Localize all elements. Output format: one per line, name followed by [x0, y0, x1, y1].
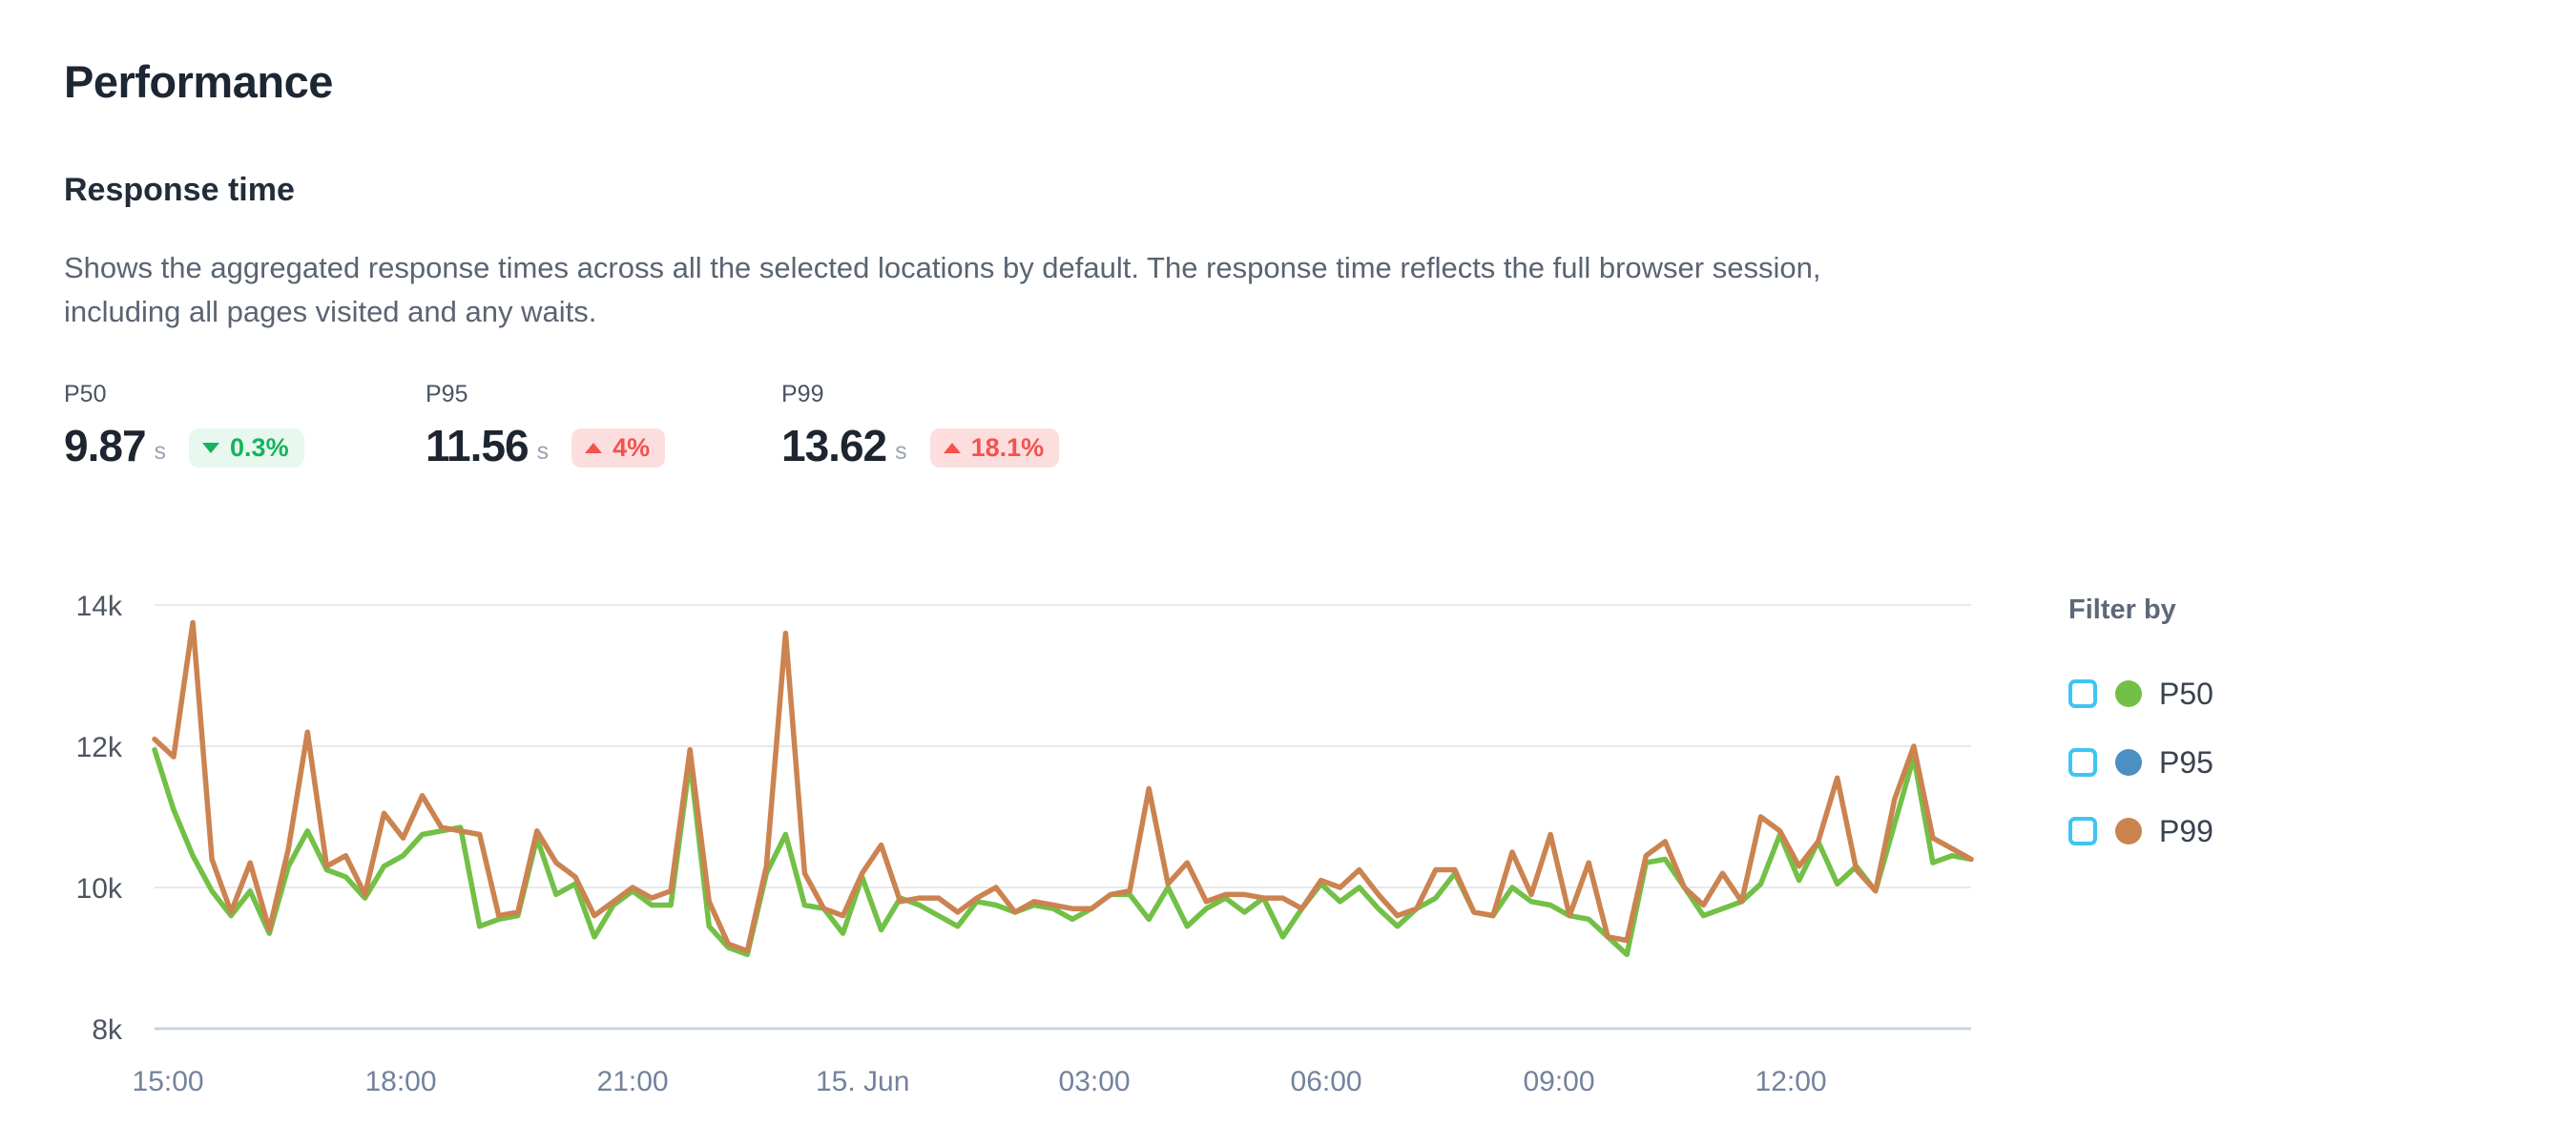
x-tick-label: 15. Jun — [816, 1066, 909, 1097]
series-color-dot-p99 — [2115, 818, 2142, 845]
stat-card-p50: P50 9.87 s 0.3% — [64, 382, 304, 468]
x-tick-label: 09:00 — [1523, 1066, 1594, 1097]
series-line-p50 — [152, 746, 1974, 958]
stat-value: 13.62 — [781, 421, 887, 470]
filter-rows: P50 P95 P99 — [2068, 677, 2469, 848]
section-title-response-time: Response time — [64, 172, 295, 208]
stat-label: P95 — [426, 381, 468, 407]
checkbox-p99[interactable] — [2068, 817, 2097, 845]
y-tick-label: 14k — [76, 591, 123, 622]
trend-badge-text: 0.3% — [230, 432, 289, 462]
filter-label: P99 — [2159, 813, 2213, 848]
x-tick-label: 06:00 — [1291, 1066, 1362, 1097]
checkbox-p95[interactable] — [2068, 748, 2097, 777]
section-description: Shows the aggregated response times acro… — [64, 246, 1820, 334]
trend-badge-text: 4% — [613, 432, 651, 462]
x-tick-label: 15:00 — [133, 1066, 204, 1097]
series-color-dot-p95 — [2115, 749, 2142, 776]
stat-label: P50 — [64, 381, 107, 407]
y-tick-label: 12k — [76, 732, 123, 763]
filter-row-p50[interactable]: P50 — [2068, 677, 2469, 711]
filter-by-heading: Filter by — [2068, 594, 2176, 625]
series-color-dot-p50 — [2115, 680, 2142, 707]
series-line-p99 — [152, 619, 1974, 954]
trend-badge: 4% — [571, 428, 666, 468]
trend-up-icon — [585, 442, 603, 453]
checkbox-p50[interactable] — [2068, 679, 2097, 708]
filter-by-panel: Filter by P50 P95 P99 — [2068, 594, 2469, 848]
trend-badge: 0.3% — [189, 428, 304, 468]
y-tick-label: 10k — [76, 873, 123, 905]
filter-row-p99[interactable]: P99 — [2068, 814, 2469, 848]
percentile-stats: P50 9.87 s 0.3% P95 11.56 s 4% P99 13.62… — [64, 382, 1304, 487]
trend-badge: 18.1% — [929, 428, 1060, 468]
stat-card-p99: P99 13.62 s 18.1% — [781, 381, 1060, 470]
section-description-line2: including all pages visited and any wait… — [64, 295, 597, 328]
stat-value: 9.87 — [64, 421, 147, 470]
x-tick-label: 21:00 — [597, 1066, 669, 1097]
trend-badge-text: 18.1% — [970, 432, 1045, 462]
page-title: Performance — [64, 56, 333, 107]
trend-up-icon — [943, 442, 961, 453]
x-tick-label: 12:00 — [1755, 1066, 1827, 1097]
filter-label: P95 — [2159, 744, 2213, 780]
stat-value: 11.56 — [426, 421, 530, 470]
x-tick-label: 18:00 — [364, 1066, 436, 1097]
stat-unit: s — [536, 437, 550, 465]
stat-label: P99 — [781, 381, 824, 407]
filter-row-p95[interactable]: P95 — [2068, 745, 2469, 780]
filter-label: P50 — [2159, 676, 2213, 711]
stat-card-p95: P95 11.56 s 4% — [426, 381, 666, 470]
section-description-line1: Shows the aggregated response times acro… — [64, 251, 1821, 284]
trend-down-icon — [202, 442, 220, 453]
stat-unit: s — [895, 437, 907, 465]
y-tick-label: 8k — [92, 1014, 123, 1046]
stat-unit: s — [154, 437, 167, 465]
x-tick-label: 03:00 — [1059, 1066, 1131, 1097]
